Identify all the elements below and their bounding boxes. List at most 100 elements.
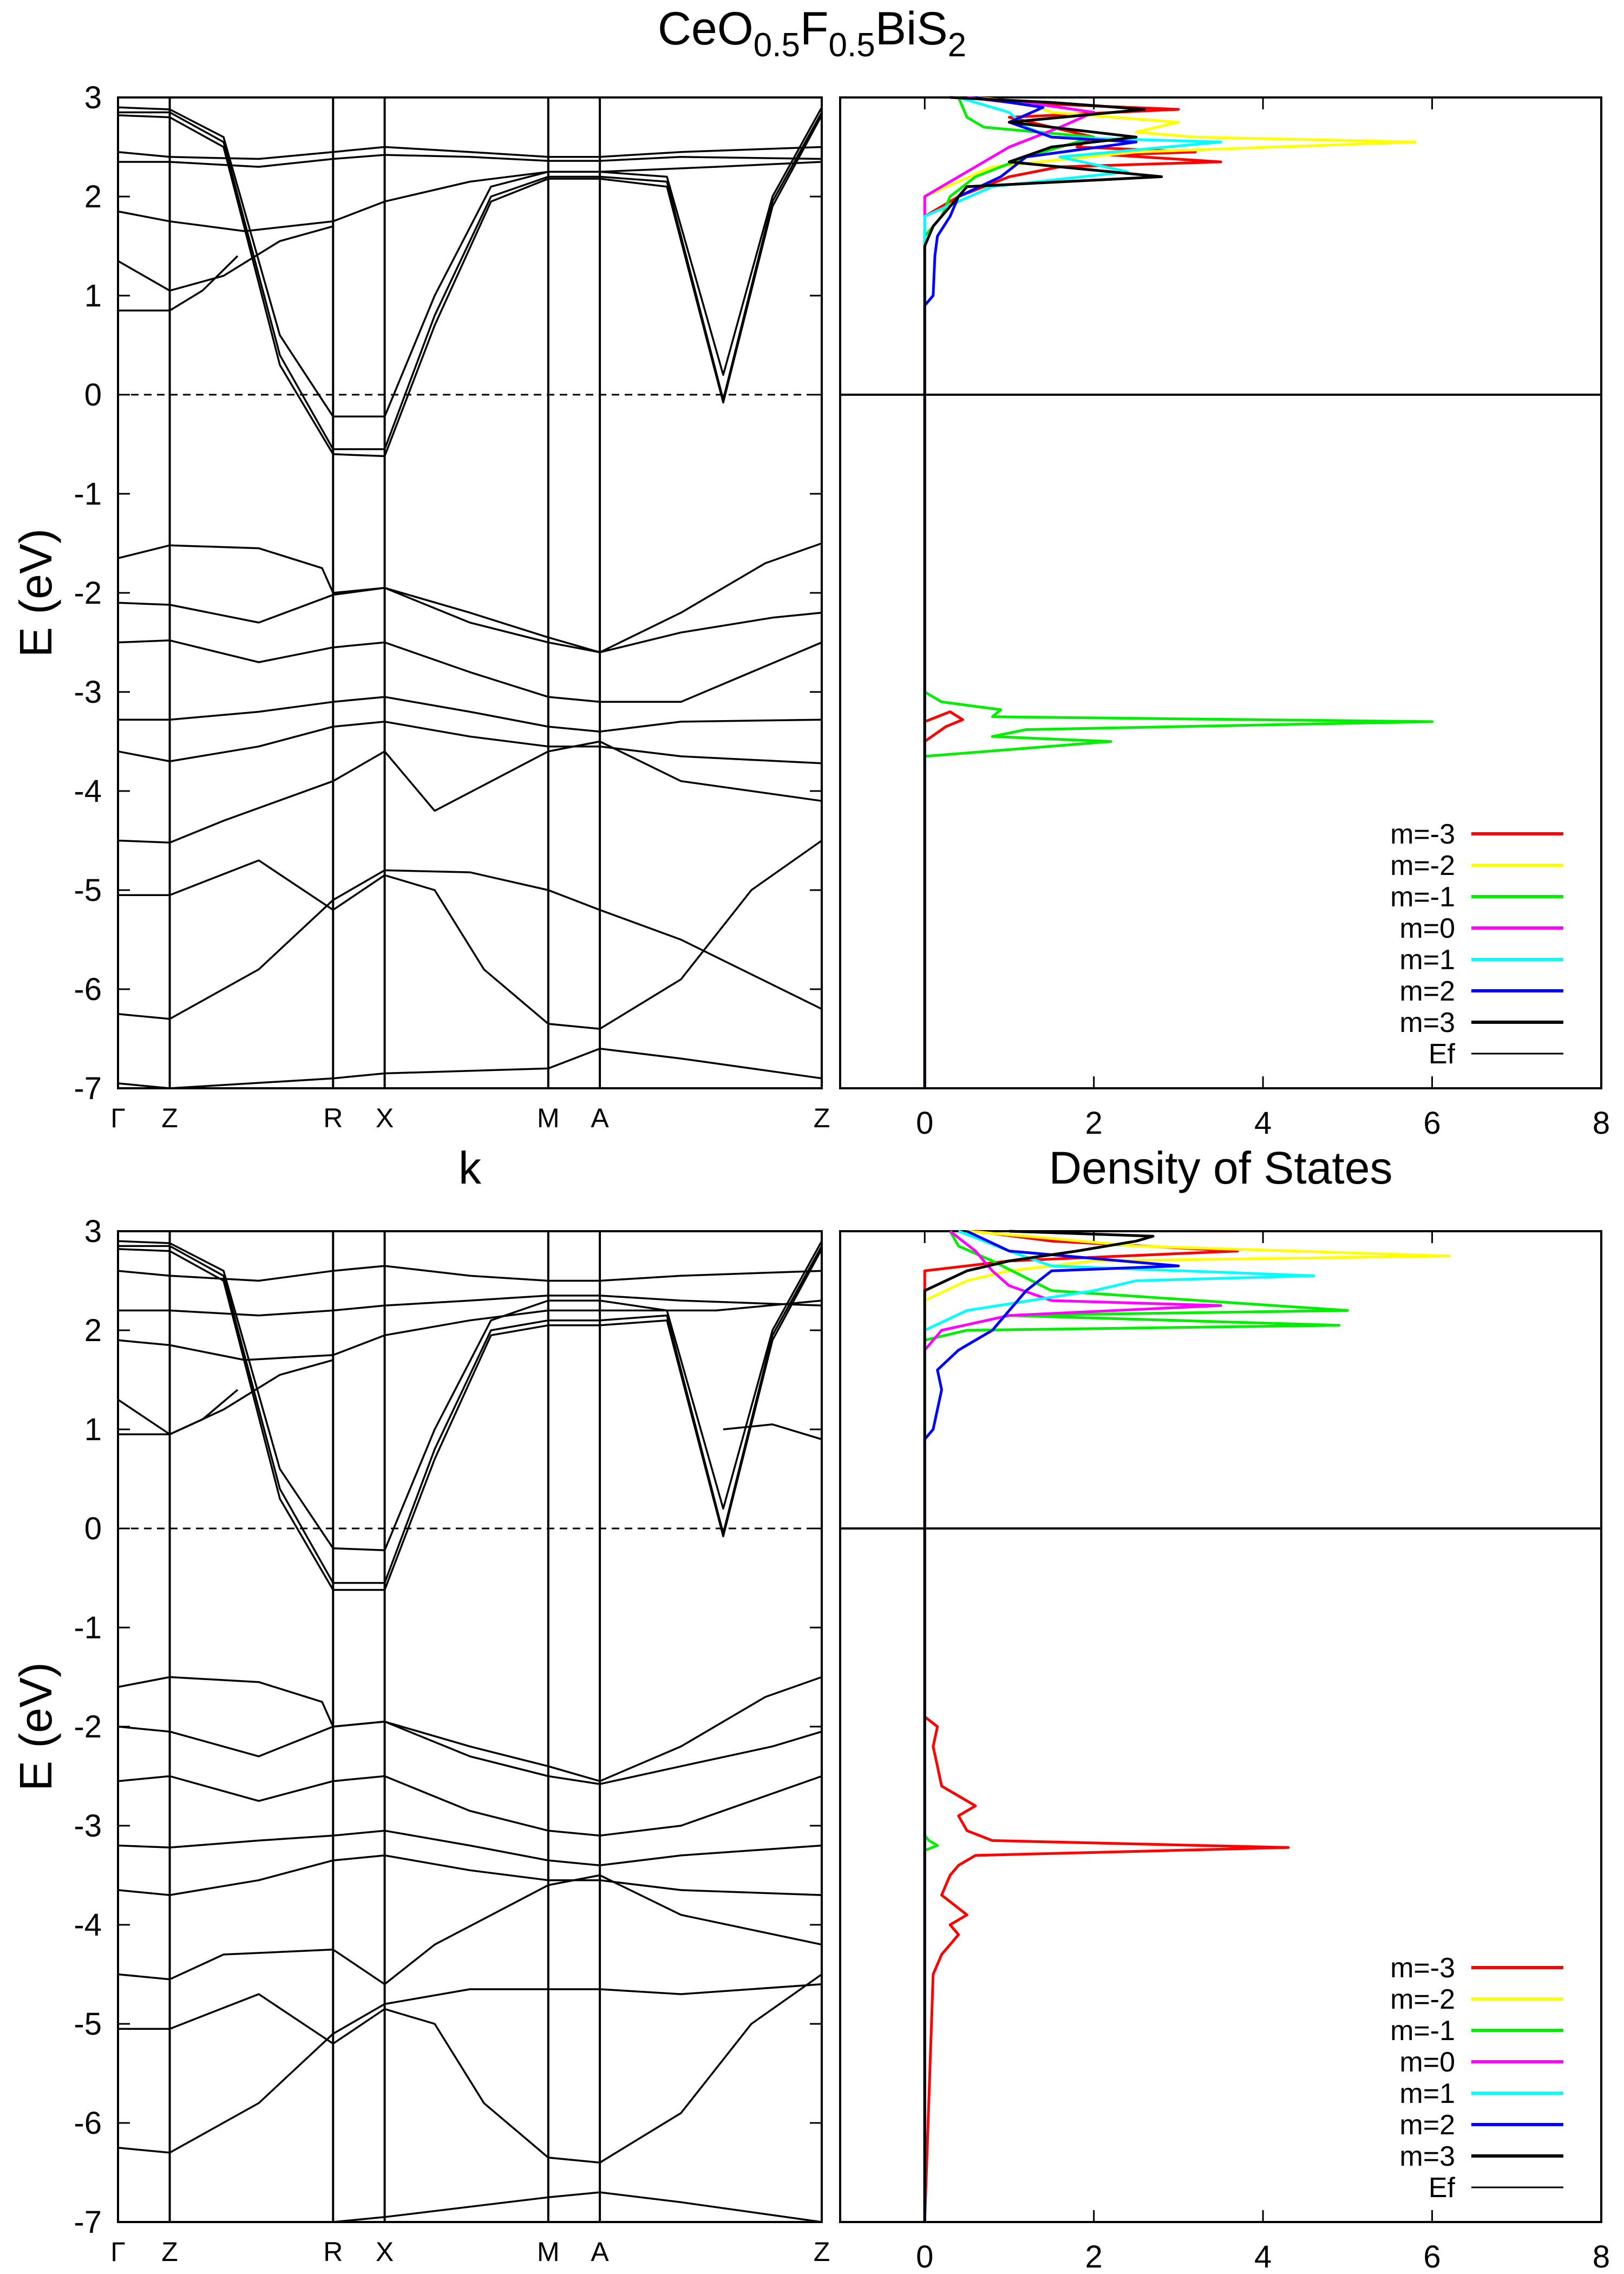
band-line <box>117 1721 822 1785</box>
kpoint-label: R <box>323 2237 343 2267</box>
x-tick-label: 2 <box>1085 1106 1103 1141</box>
legend-label: Ef <box>1429 2172 1456 2204</box>
band-line <box>117 1240 823 1552</box>
kpoint-label: A <box>591 1103 609 1133</box>
legend-label: m=2 <box>1399 976 1455 1007</box>
dos-series-m-2 <box>923 1230 1451 2222</box>
legend-label: m=-3 <box>1390 1952 1455 1984</box>
x-tick-label: 8 <box>1593 2239 1610 2274</box>
band-line <box>118 1974 823 2164</box>
y-tick-label: 0 <box>84 377 102 413</box>
kpoint-label: Z <box>814 2237 830 2267</box>
title-part: F <box>800 3 829 55</box>
band-line <box>117 542 822 654</box>
title-subscript: 2 <box>948 27 966 64</box>
legend-label: m=-3 <box>1390 819 1455 850</box>
legend-label: m=0 <box>1399 2047 1455 2078</box>
band-line <box>117 106 823 418</box>
kpoint-label: M <box>537 2237 560 2267</box>
band-line <box>117 114 823 458</box>
x-tick-label: 6 <box>1423 1106 1440 1141</box>
kpoint-label: X <box>376 2237 394 2267</box>
y-tick-label: 1 <box>84 278 102 313</box>
title-part: CeO <box>658 3 754 55</box>
y-axis-label: E (eV) <box>10 528 61 657</box>
band-structure-panel-top: 3 2 1 0 -1 -2 -3 -4 -5 -6 -7 Γ Z R X M A Zk E (eV) <box>10 80 830 1193</box>
band-line <box>117 225 333 292</box>
band-line <box>118 1389 239 1435</box>
band-line <box>118 696 822 733</box>
dos-series-m-3 <box>923 1230 1290 2223</box>
dos-series-m3 <box>923 1230 1155 2222</box>
y-tick-label: -6 <box>74 972 102 1007</box>
band-line <box>117 1983 822 2154</box>
title-subscript: 0.5 <box>829 27 875 64</box>
legend-label: m=2 <box>1399 2109 1455 2141</box>
band-line <box>117 721 822 764</box>
band-line <box>118 255 239 312</box>
band-line <box>118 111 823 450</box>
band-line <box>118 154 822 168</box>
band-line <box>117 161 822 232</box>
title-subscript: 0.5 <box>754 27 800 64</box>
plot-frame <box>839 1230 1602 2223</box>
dos-series-m3 <box>923 96 1163 1088</box>
figure-title: CeO0.5F0.5BiS2 <box>658 3 966 64</box>
legend-label: m=-1 <box>1390 2015 1455 2047</box>
dos-series-m-1 <box>923 1230 1349 2222</box>
x-tick-label: 0 <box>916 1106 933 1141</box>
dos-series-m0 <box>923 96 1096 1088</box>
band-line <box>117 639 822 703</box>
x-tick-label: 4 <box>1254 2239 1272 2274</box>
band-line <box>117 869 822 1020</box>
y-tick-label: -7 <box>74 2205 102 2240</box>
y-tick-label: -5 <box>74 2007 102 2042</box>
band-line <box>118 1295 822 1317</box>
legend-label: m=-1 <box>1390 881 1455 913</box>
legend-label: m=-2 <box>1390 1984 1455 2015</box>
y-tick-label: -3 <box>74 675 102 710</box>
dos-series-m2 <box>923 1230 1180 2222</box>
legend-label: m=1 <box>1399 944 1455 976</box>
legend-label: m=3 <box>1399 2141 1455 2172</box>
kpoint-label: Z <box>161 1103 178 1133</box>
band-line <box>117 146 822 160</box>
legend-label: m=0 <box>1399 913 1455 944</box>
dos-series-m-2 <box>923 96 1417 1088</box>
y-axis-label: E (eV) <box>10 1662 61 1791</box>
legend-label: m=1 <box>1399 2078 1455 2109</box>
kpoint-label: R <box>323 1103 343 1133</box>
band-line <box>118 1245 823 1584</box>
x-tick-label: 6 <box>1423 2239 1440 2274</box>
kpoint-label: A <box>591 2237 609 2267</box>
dos-series-m2 <box>923 96 1138 1088</box>
band-line <box>117 1048 822 1089</box>
band-line <box>117 1829 822 1866</box>
legend-label: Ef <box>1429 1038 1456 1070</box>
dos-panel-top: 0 2 4 6 8 m=-3m=-2m=-1m=0m=1m=2m=3Ef Density o… <box>839 96 1610 1193</box>
band-line <box>117 1775 822 1837</box>
x-tick-label: 4 <box>1254 1106 1272 1141</box>
dos-series-m0 <box>923 1230 1222 2222</box>
x-axis-label: k <box>459 1142 482 1193</box>
title-part: BiS <box>875 3 948 55</box>
y-tick-label: 0 <box>84 1511 102 1546</box>
band-line <box>117 1265 822 1282</box>
y-tick-label: 2 <box>84 1313 102 1348</box>
band-line <box>117 1248 823 1591</box>
y-tick-label: 1 <box>84 1412 102 1447</box>
y-tick-label: 2 <box>84 179 102 214</box>
kpoint-label: Γ <box>110 2237 126 2267</box>
y-tick-label: -7 <box>74 1071 102 1106</box>
y-tick-label: -1 <box>74 476 102 512</box>
y-tick-label: -4 <box>74 1907 102 1943</box>
band-line <box>117 1854 822 1896</box>
kpoint-label: Γ <box>110 1103 126 1133</box>
y-tick-label: -2 <box>74 576 102 611</box>
band-line <box>117 1676 822 1782</box>
legend-label: m=-2 <box>1390 850 1455 881</box>
y-tick-label: 3 <box>84 80 102 115</box>
dos-series-m1 <box>923 1230 1315 2222</box>
